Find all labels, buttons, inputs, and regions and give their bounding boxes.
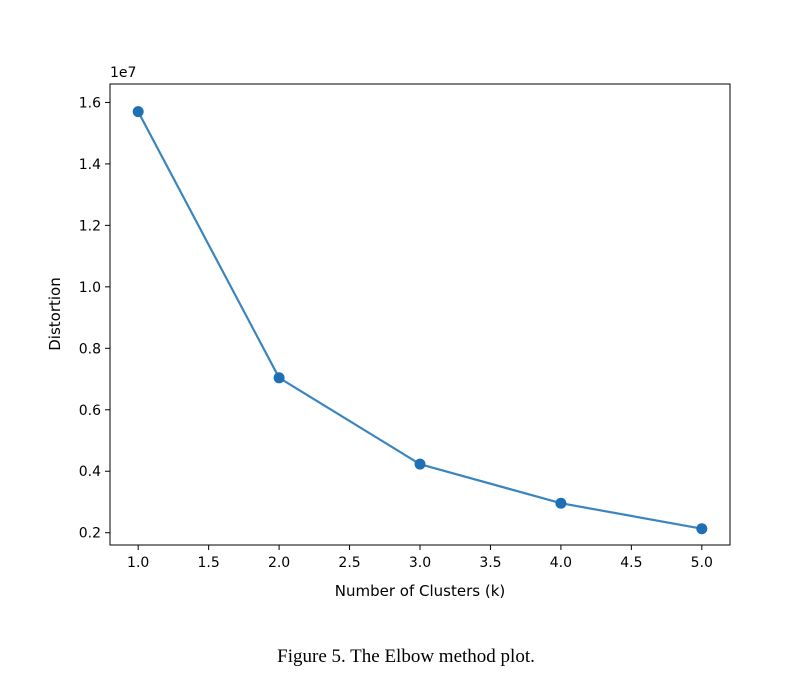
x-tick-label: 4.0 (550, 555, 572, 571)
x-tick-label: 3.5 (479, 555, 501, 571)
x-tick-label: 2.5 (338, 555, 360, 571)
y-tick-label: 0.4 (79, 464, 101, 480)
y-tick-label: 1.0 (79, 280, 101, 296)
x-axis-label: Number of Clusters (k) (335, 582, 505, 600)
series-layer (132, 106, 708, 535)
figure-caption: Figure 5. The Elbow method plot. (277, 646, 535, 667)
y-axis-label: Distortion (46, 277, 64, 351)
data-point (555, 497, 567, 509)
x-tick-label: 2.0 (268, 555, 290, 571)
x-tick-label: 3.0 (409, 555, 431, 571)
data-point (696, 523, 708, 535)
y-tick-label: 1.4 (79, 157, 101, 173)
y-offset-label: 1e7 (110, 65, 136, 81)
y-tick-label: 0.2 (79, 526, 101, 542)
y-tick-label: 0.6 (79, 403, 101, 419)
x-tick-label: 4.5 (620, 555, 642, 571)
x-tick-label: 1.0 (127, 555, 149, 571)
x-tick-label: 5.0 (691, 555, 713, 571)
data-point (414, 458, 426, 470)
y-tick-label: 1.2 (79, 218, 101, 234)
plot-frame (109, 83, 731, 546)
y-tick-label: 1.6 (79, 95, 101, 111)
x-tick-label: 1.5 (198, 555, 220, 571)
y-tick-label: 0.8 (79, 341, 101, 357)
x-axis-ticks: 1.0 1.5 2.0 2.5 3.0 3.5 4.0 4.5 5.0 (127, 545, 713, 571)
data-point (132, 106, 144, 118)
y-axis-ticks: 0.2 0.4 0.6 0.8 1.0 1.2 1.4 1.6 (79, 95, 110, 542)
data-point (273, 372, 285, 384)
